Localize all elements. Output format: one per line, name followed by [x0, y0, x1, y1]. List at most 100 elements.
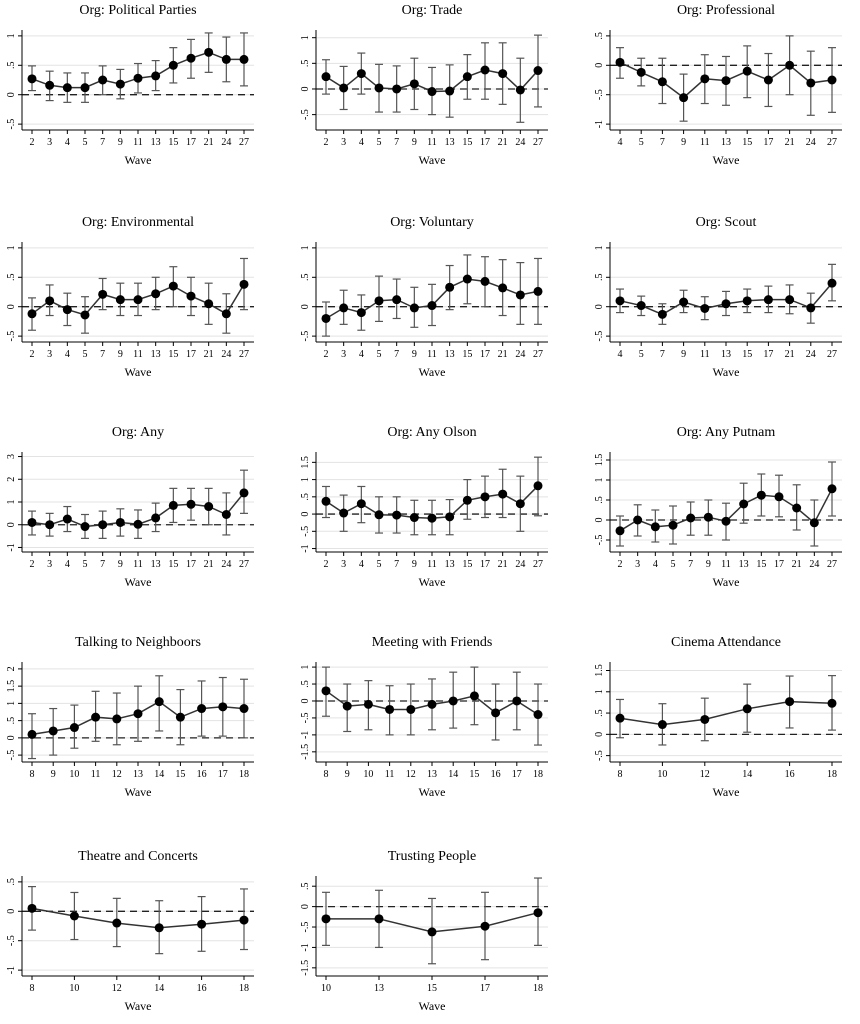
- x-tick-label: 3: [341, 137, 346, 148]
- y-tick-label: -.5: [594, 535, 605, 546]
- data-point: [827, 484, 837, 494]
- x-tick-label: 27: [533, 137, 543, 148]
- data-point: [151, 513, 161, 523]
- data-point: [533, 481, 543, 491]
- data-point: [98, 520, 108, 530]
- x-tick-label: 17: [186, 137, 196, 148]
- panel-13: Theatre and Concerts .5 0 -.5 -1 8 10 12 14 16 18 W…: [6, 849, 254, 1013]
- panel-1: Org: Political Parties 1 .5 0 -.5 2 3 4 5 7 9 11 13 1…: [6, 3, 254, 167]
- y-tick-label: 1.5: [594, 454, 605, 467]
- x-tick-label: 14: [742, 769, 752, 780]
- x-tick-label: 15: [462, 349, 472, 360]
- x-tick-label: 7: [660, 349, 665, 360]
- x-tick-label: 21: [498, 349, 508, 360]
- x-tick-label: 9: [681, 137, 686, 148]
- x-tick-label: 2: [618, 559, 623, 570]
- y-tick-label: 1.5: [300, 456, 311, 469]
- data-point: [115, 79, 125, 89]
- y-tick-label: 1: [594, 478, 605, 483]
- y-tick-label: -.5: [300, 922, 311, 933]
- x-tick-label: 21: [498, 137, 508, 148]
- x-tick-label: 3: [341, 349, 346, 360]
- y-tick-label: -.5: [6, 750, 17, 761]
- data-point: [342, 701, 352, 711]
- data-point: [406, 704, 416, 714]
- data-point: [427, 699, 437, 709]
- y-tick-label: -1: [300, 731, 311, 739]
- data-point: [27, 309, 37, 319]
- data-point: [679, 93, 689, 103]
- data-point: [668, 520, 678, 530]
- data-point: [409, 513, 419, 523]
- data-point: [374, 914, 384, 924]
- data-point: [679, 297, 689, 307]
- data-point: [204, 502, 214, 512]
- panel-title: Org: Any Olson: [387, 425, 476, 440]
- data-point: [409, 303, 419, 313]
- x-tick-label: 10: [321, 983, 331, 994]
- y-tick-label: -.5: [300, 109, 311, 120]
- data-point: [469, 691, 479, 701]
- y-tick-label: 0: [300, 86, 311, 91]
- x-tick-label: 7: [660, 137, 665, 148]
- panel-title: Org: Voluntary: [390, 215, 474, 230]
- x-tick-label: 9: [118, 137, 123, 148]
- data-point: [806, 303, 816, 313]
- x-tick-label: 17: [186, 349, 196, 360]
- y-tick-label: -.5: [300, 526, 311, 537]
- data-point: [742, 296, 752, 306]
- x-tick-label: 18: [827, 769, 837, 780]
- data-point: [462, 72, 472, 82]
- panel-title: Cinema Attendance: [671, 635, 781, 650]
- x-tick-label: 24: [515, 559, 525, 570]
- x-tick-label: 27: [533, 559, 543, 570]
- panel-2: Org: Trade 1 .5 0 -.5 2 3 4 5 7 9 11 13 15 17 21 24 27 Wav…: [300, 3, 548, 167]
- x-tick-label: 9: [412, 559, 417, 570]
- panel-title: Theatre and Concerts: [78, 849, 198, 864]
- data-point: [636, 301, 646, 311]
- panel-title: Meeting with Friends: [372, 635, 493, 650]
- y-tick-label: .5: [300, 680, 311, 688]
- x-tick-label: 18: [533, 769, 543, 780]
- y-tick-label: -.5: [594, 750, 605, 761]
- x-tick-label: 5: [377, 349, 382, 360]
- panel-11: Meeting with Friends 1 .5 0 -.5 -1 -1.5 8 9 10 11 1…: [300, 635, 548, 799]
- data-point: [175, 712, 185, 722]
- x-tick-label: 10: [69, 983, 79, 994]
- x-axis-title: Wave: [418, 153, 445, 167]
- panel-title: Org: Any: [112, 425, 164, 440]
- x-axis-title: Wave: [124, 999, 151, 1013]
- data-point: [321, 914, 331, 924]
- x-tick-label: 27: [239, 137, 249, 148]
- data-point: [686, 513, 696, 523]
- x-tick-label: 27: [239, 559, 249, 570]
- y-tick-label: 0: [300, 512, 311, 517]
- x-tick-label: 14: [448, 769, 458, 780]
- data-point: [204, 47, 214, 57]
- data-point: [448, 696, 458, 706]
- data-point: [806, 78, 816, 88]
- data-point: [700, 74, 710, 84]
- y-tick-label: .5: [6, 62, 17, 70]
- x-tick-label: 5: [83, 559, 88, 570]
- data-point: [151, 71, 161, 81]
- x-tick-label: 21: [792, 559, 802, 570]
- data-point: [48, 726, 58, 736]
- x-tick-label: 24: [221, 349, 231, 360]
- y-tick-label: 0: [594, 518, 605, 523]
- y-tick-label: 0: [594, 732, 605, 737]
- data-point: [168, 60, 178, 70]
- data-point: [462, 495, 472, 505]
- data-point: [374, 296, 384, 306]
- x-tick-label: 7: [100, 349, 105, 360]
- y-tick-label: 0: [594, 63, 605, 68]
- x-tick-label: 7: [100, 137, 105, 148]
- data-point: [321, 496, 331, 506]
- x-tick-label: 11: [700, 349, 710, 360]
- data-point: [700, 714, 710, 724]
- y-tick-label: -1.5: [300, 960, 311, 976]
- x-tick-label: 3: [47, 349, 52, 360]
- x-tick-label: 12: [700, 769, 710, 780]
